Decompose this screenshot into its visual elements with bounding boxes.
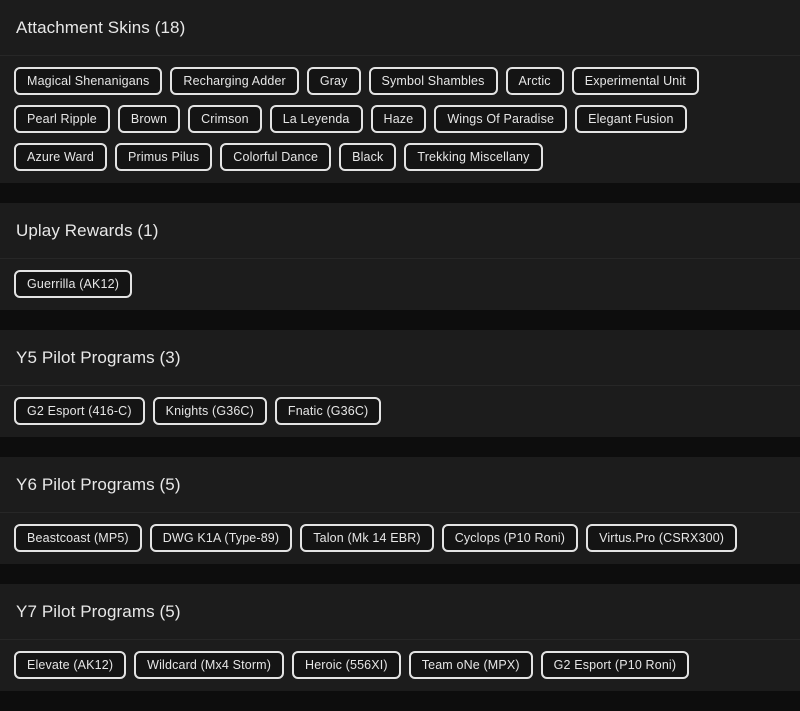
skin-chip[interactable]: Virtus.Pro (CSRX300): [586, 524, 738, 552]
skin-chip[interactable]: Team oNe (MPX): [408, 651, 533, 679]
skin-chip[interactable]: Cyclops (P10 Roni): [441, 524, 579, 552]
chip-list: Elevate (AK12) Wildcard (Mx4 Storm) Heroic…: [0, 640, 800, 691]
skin-chip[interactable]: Guerrilla (AK12): [14, 270, 133, 298]
skin-chip[interactable]: Beastcoast (MP5): [14, 524, 142, 552]
skin-chip[interactable]: La Leyenda: [269, 105, 363, 133]
skin-chip[interactable]: G2 Esport (416-C): [14, 397, 145, 425]
skin-chip[interactable]: Fnatic (G36C): [274, 397, 382, 425]
skin-chip[interactable]: Elegant Fusion: [575, 105, 687, 133]
chip-list: Guerrilla (AK12): [0, 259, 800, 310]
section-header: Attachment Skins (18): [0, 0, 800, 56]
skin-chip[interactable]: Azure Ward: [14, 143, 108, 171]
section-attachment-skins: Attachment Skins (18) Magical Shenanigans…: [0, 0, 800, 183]
skin-chip[interactable]: G2 Esport (P10 Roni): [540, 651, 690, 679]
section-title: Attachment Skins (18): [16, 18, 186, 37]
chip-list: G2 Esport (416-C) Knights (G36C) Fnatic (G…: [0, 386, 800, 437]
section-header: Y6 Pilot Programs (5): [0, 457, 800, 513]
skin-chip[interactable]: Magical Shenanigans: [14, 67, 163, 95]
skin-chip[interactable]: Wildcard (Mx4 Storm): [134, 651, 285, 679]
chip-list: Beastcoast (MP5) DWG K1A (Type-89) Talon (…: [0, 513, 800, 564]
skin-chip[interactable]: Arctic: [505, 67, 564, 95]
section-title: Y7 Pilot Programs (5): [16, 602, 181, 621]
skin-chip[interactable]: Talon (Mk 14 EBR): [300, 524, 434, 552]
section-header: Uplay Rewards (1): [0, 203, 800, 259]
section-title: Uplay Rewards (1): [16, 221, 159, 240]
skin-chip[interactable]: Black: [339, 143, 397, 171]
section-uplay-rewards: Uplay Rewards (1) Guerrilla (AK12): [0, 203, 800, 310]
skin-chip[interactable]: DWG K1A (Type-89): [149, 524, 293, 552]
skin-chip[interactable]: Elevate (AK12): [14, 651, 127, 679]
skin-chip[interactable]: Primus Pilus: [115, 143, 213, 171]
section-y5-pilot-programs: Y5 Pilot Programs (3) G2 Esport (416-C) Kn…: [0, 330, 800, 437]
skin-chip[interactable]: Pearl Ripple: [14, 105, 110, 133]
skin-chip[interactable]: Haze: [370, 105, 427, 133]
skin-chip[interactable]: Crimson: [188, 105, 262, 133]
skin-chip[interactable]: Heroic (556XI): [292, 651, 401, 679]
skin-chip[interactable]: Colorful Dance: [220, 143, 332, 171]
section-header: Y7 Pilot Programs (5): [0, 584, 800, 640]
skin-chip[interactable]: Recharging Adder: [170, 67, 299, 95]
section-y7-pilot-programs: Y7 Pilot Programs (5) Elevate (AK12) Wildc…: [0, 584, 800, 691]
section-y6-pilot-programs: Y6 Pilot Programs (5) Beastcoast (MP5) DWG…: [0, 457, 800, 564]
skin-chip[interactable]: Gray: [306, 67, 361, 95]
skin-chip[interactable]: Experimental Unit: [571, 67, 699, 95]
chip-list: Magical Shenanigans Recharging Adder Gray S…: [0, 56, 800, 183]
skin-chip[interactable]: Wings Of Paradise: [434, 105, 568, 133]
section-header: Y5 Pilot Programs (3): [0, 330, 800, 386]
skin-chip[interactable]: Trekking Miscellany: [404, 143, 543, 171]
skin-chip[interactable]: Symbol Shambles: [368, 67, 498, 95]
skin-chip[interactable]: Knights (G36C): [152, 397, 267, 425]
section-title: Y6 Pilot Programs (5): [16, 475, 181, 494]
section-title: Y5 Pilot Programs (3): [16, 348, 181, 367]
skin-chip[interactable]: Brown: [117, 105, 181, 133]
